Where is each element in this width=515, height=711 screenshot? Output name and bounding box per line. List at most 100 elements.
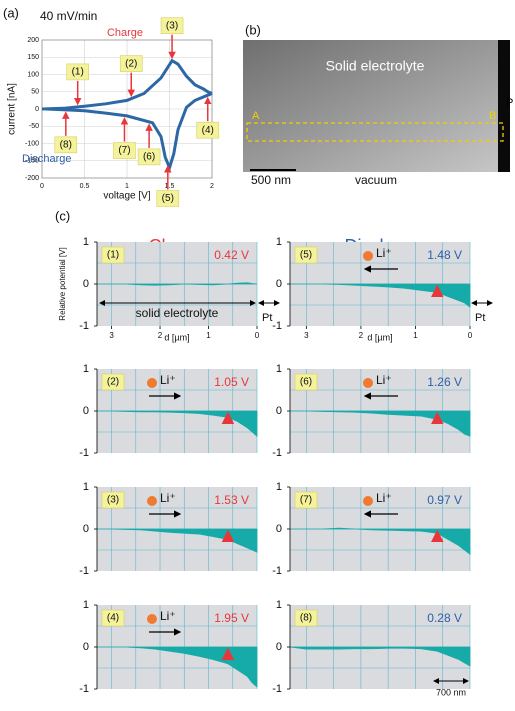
potential-area [290, 410, 471, 437]
label: (5) [162, 193, 174, 204]
label-box [294, 491, 318, 509]
x-tick-label: 0 [40, 183, 44, 190]
voltage-label: 0.28 V [427, 611, 462, 625]
label-box [54, 136, 78, 154]
y-axis-label: current [nA] [7, 83, 18, 135]
potential-area [97, 646, 258, 688]
potential-area [290, 527, 471, 556]
panel-label: (a) [3, 5, 19, 20]
label-box [101, 373, 125, 391]
ion-dot [147, 496, 157, 506]
x-tick-label: 2 [359, 331, 364, 340]
x-tick-label: 0.5 [80, 183, 90, 190]
y-tick-label: 0 [83, 278, 89, 290]
y-tick-label: -1 [272, 683, 282, 695]
chart-title: 40 mV/min [40, 9, 97, 23]
ion-label: Li⁺ [376, 246, 392, 260]
voltage-label: 1.53 V [214, 493, 249, 507]
label-box [294, 609, 318, 627]
scale-label: 700 nm [436, 687, 466, 697]
label: (7) [118, 145, 130, 156]
label-box [294, 246, 318, 264]
electrode-label: Pt [262, 312, 272, 324]
label: (4) [202, 125, 214, 136]
ion-dot [147, 614, 157, 624]
voltage-label: 1.26 V [427, 375, 462, 389]
y-tick-label: 150 [27, 54, 39, 61]
ion-dot [363, 378, 373, 388]
x-tick-label: 0 [255, 331, 260, 340]
y-tick-label: 0 [276, 641, 282, 653]
label: (1) [107, 250, 119, 261]
y-axis-label: Relative potential [V] [58, 247, 67, 320]
x-axis-label: d [µm] [367, 332, 392, 342]
y-tick-label: 0 [83, 405, 89, 417]
label-box [156, 190, 180, 207]
x-tick-label: 3 [304, 331, 309, 340]
x-axis-label: voltage [V] [103, 191, 150, 202]
label: (8) [300, 613, 312, 624]
x-tick-label: 2 [210, 183, 214, 190]
label-box [101, 491, 125, 509]
label: (8) [60, 139, 72, 150]
region-label: vacuum [355, 173, 397, 187]
y-tick-label: 1 [276, 481, 282, 493]
y-tick-label: 1 [276, 236, 282, 248]
region-label: Solid electrolyte [326, 58, 425, 74]
potential-area [97, 410, 258, 438]
y-tick-label: 1 [276, 599, 282, 611]
y-tick-label: 1 [83, 236, 89, 248]
voltage-label: 1.05 V [214, 375, 249, 389]
legend-label: Discharge [22, 153, 72, 165]
label: (2) [125, 58, 137, 69]
y-tick-label: 1 [83, 363, 89, 375]
x-axis-label: d [µm] [164, 332, 189, 342]
ion-label: Li⁺ [160, 491, 176, 505]
label-box [101, 609, 125, 627]
y-tick-label: 0 [83, 641, 89, 653]
cv-curve [46, 92, 213, 173]
ion-dot [363, 251, 373, 261]
y-tick-label: 0 [83, 523, 89, 535]
y-tick-label: -1 [79, 320, 89, 332]
y-tick-label: 1 [83, 481, 89, 493]
y-tick-label: 0 [276, 278, 282, 290]
edge-label: P [506, 97, 513, 109]
cv-curve [41, 58, 213, 111]
label: (3) [166, 20, 178, 31]
point-label: A [252, 110, 260, 122]
x-tick-label: 1 [206, 331, 211, 340]
y-tick-label: 50 [31, 89, 39, 96]
label-box [137, 148, 161, 166]
label: (6) [300, 377, 312, 388]
x-tick-label: 1 [413, 331, 418, 340]
point-label: B [489, 110, 496, 122]
x-tick-label: 0 [468, 331, 473, 340]
label-box [294, 373, 318, 391]
y-tick-label: 0 [276, 405, 282, 417]
ion-label: Li⁺ [160, 373, 176, 387]
label-box [196, 121, 220, 139]
y-tick-label: 100 [27, 71, 39, 78]
potential-area [290, 283, 471, 308]
y-tick-label: -1 [79, 565, 89, 577]
y-tick-label: -150 [25, 158, 39, 165]
label-box [160, 17, 184, 35]
potential-area [289, 646, 471, 667]
ion-label: Li⁺ [376, 373, 392, 387]
y-tick-label: 0 [276, 523, 282, 535]
label: (2) [107, 377, 119, 388]
ion-label: Li⁺ [160, 609, 176, 623]
y-tick-label: -50 [29, 123, 39, 130]
label: (4) [107, 613, 119, 624]
y-tick-label: -100 [25, 140, 39, 147]
electrode [498, 40, 510, 172]
y-tick-label: 1 [276, 363, 282, 375]
label-box [113, 142, 136, 159]
scale-bar-label: 500 nm [251, 173, 291, 187]
potential-area [97, 528, 258, 553]
voltage-label: 1.95 V [214, 611, 249, 625]
voltage-label: 0.42 V [214, 248, 249, 262]
y-tick-label: -1 [79, 447, 89, 459]
